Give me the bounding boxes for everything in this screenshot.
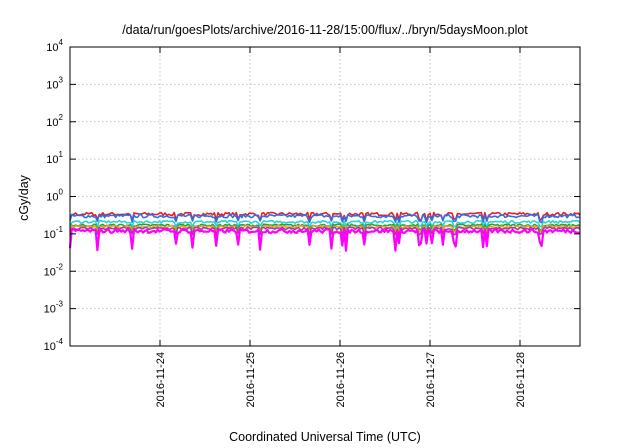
- y-tick-label: 10-3: [44, 300, 64, 316]
- x-tick-label: 2016-11-28: [515, 352, 527, 407]
- series-line: [68, 228, 581, 252]
- x-tick-label: 2016-11-26: [335, 352, 347, 407]
- y-tick-label: 102: [46, 113, 63, 129]
- y-axis-label: cGy/day: [17, 174, 31, 221]
- series-line: [69, 223, 581, 232]
- series-line: [69, 219, 581, 228]
- x-tick-label: 2016-11-24: [155, 352, 167, 407]
- series-group: [68, 211, 581, 252]
- grid-lines: [70, 47, 580, 346]
- y-tick-label: 10-1: [44, 225, 64, 241]
- y-axis: 10-4 10-3 10-2 10-1 100 101 102 103 104: [44, 38, 580, 353]
- x-tick-label: 2016-11-25: [245, 352, 257, 407]
- y-tick-label: 101: [46, 150, 63, 166]
- y-tick-label: 10-4: [44, 337, 64, 353]
- x-tick-label: 2016-11-27: [425, 352, 437, 407]
- chart-title: /data/run/goesPlots/archive/2016-11-28/1…: [122, 23, 528, 37]
- y-tick-label: 100: [46, 188, 63, 204]
- series-line: [69, 211, 581, 222]
- y-tick-label: 104: [46, 38, 63, 54]
- y-tick-label: 103: [46, 75, 63, 91]
- y-tick-label: 10-2: [44, 262, 64, 278]
- series-line: [69, 213, 581, 224]
- x-axis: 2016-11-24 2016-11-25 2016-11-26 2016-11-27…: [155, 47, 527, 407]
- x-axis-label: Coordinated Universal Time (UTC): [229, 430, 421, 444]
- series-line: [69, 224, 581, 234]
